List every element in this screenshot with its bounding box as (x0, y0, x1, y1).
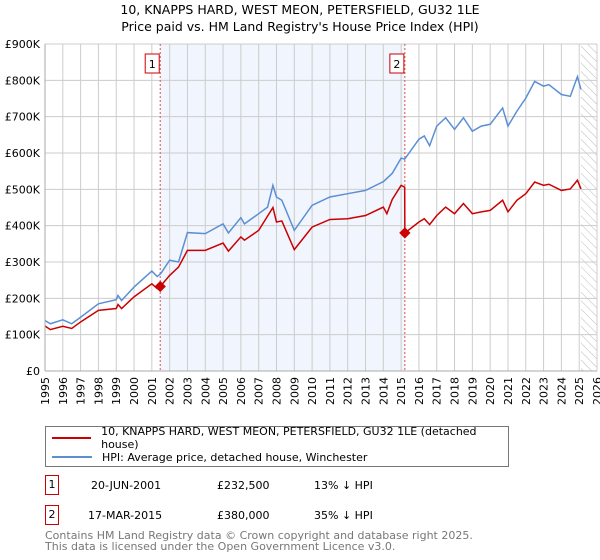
x-tick-label: 2010 (306, 377, 319, 405)
x-tick-label: 1998 (92, 377, 105, 405)
sale-number-badge: 2 (45, 505, 59, 525)
legend-label: 10, KNAPPS HARD, WEST MEON, PETERSFIELD,… (101, 425, 477, 451)
x-tick-label: 2000 (128, 377, 141, 405)
x-tick-label: 2013 (360, 377, 373, 405)
x-tick-label: 2011 (324, 377, 337, 405)
y-tick-label: £400K (5, 220, 41, 233)
x-tick-label: 2026 (591, 377, 600, 405)
future-hatch (580, 44, 597, 371)
sale-row: 2 17-MAR-2015 £380,000 35% ↓ HPI (45, 505, 545, 527)
x-tick-label: 2023 (538, 377, 551, 405)
x-tick-label: 2007 (253, 377, 266, 405)
legend-item-hpi: HPI: Average price, detached house, Winc… (52, 449, 367, 465)
x-tick-label: 2012 (342, 377, 355, 405)
y-tick-label: £0 (26, 365, 40, 378)
ownership-shade (160, 44, 405, 371)
hpi-line (44, 74, 582, 325)
y-tick-label: £300K (5, 256, 41, 269)
price-paid-line (44, 178, 582, 331)
x-tick-label: 2024 (555, 377, 568, 405)
plot-area: 1995 1996 1997 1998 1999 2000 2001 2002 2003 2004… (5, 38, 600, 405)
sale-number-badge: 1 (45, 475, 59, 495)
x-tick-label: 2017 (431, 377, 444, 405)
sale-label-number: 1 (149, 58, 156, 71)
sale-price: £380,000 (217, 509, 270, 522)
legend-swatch-blue (52, 456, 92, 458)
x-tick-label: 2018 (449, 377, 462, 405)
x-tick-label: 2002 (164, 377, 177, 405)
x-tick-label: 2021 (502, 377, 515, 405)
y-tick-label: £500K (5, 183, 41, 196)
x-tick-label: 2004 (199, 377, 212, 405)
y-tick-label: £800K (5, 74, 41, 87)
y-tick-label: £600K (5, 147, 41, 160)
x-tick-label: 2025 (573, 377, 586, 405)
x-tick-label: 2019 (466, 377, 479, 405)
legend: 10, KNAPPS HARD, WEST MEON, PETERSFIELD,… (45, 425, 509, 467)
sale-label-box (389, 53, 405, 74)
sale-hpi-diff: 13% ↓ HPI (314, 479, 373, 492)
x-tick-label: 2008 (270, 377, 283, 405)
sale-date: 20-JUN-2001 (91, 479, 162, 492)
x-tick-label: 2006 (235, 377, 248, 405)
x-tick-label: 2015 (395, 377, 408, 405)
y-tick-label: £700K (5, 111, 41, 124)
legend-swatch-red (52, 437, 92, 439)
x-tick-label: 2020 (484, 377, 497, 405)
chart-subtitle: Price paid vs. HM Land Registry's House … (121, 19, 479, 34)
x-tick-label: 2016 (413, 377, 426, 405)
sale-point (154, 280, 166, 293)
x-tick-label: 1996 (57, 377, 70, 405)
x-tick-label: 2014 (377, 377, 390, 405)
legend-item-price: 10, KNAPPS HARD, WEST MEON, PETERSFIELD,… (52, 425, 508, 451)
footer-line: Contains HM Land Registry data © Crown c… (45, 529, 473, 542)
x-tick-label: 1997 (75, 377, 88, 405)
footer-line: This data is licensed under the Open Gov… (45, 540, 396, 553)
sale-label-box (144, 53, 160, 74)
sale-point (399, 227, 411, 239)
sale-hpi-diff: 35% ↓ HPI (314, 509, 373, 522)
y-tick-label: £900K (5, 38, 41, 51)
footer-attribution: Contains HM Land Registry data © Crown c… (45, 530, 473, 552)
x-tick-label: 2005 (217, 377, 230, 405)
x-tick-label: 1995 (39, 377, 52, 405)
sale-price: £232,500 (217, 479, 270, 492)
sale-date: 17-MAR-2015 (88, 509, 163, 522)
y-tick-label: £100K (5, 329, 41, 342)
y-tick-label: £200K (5, 292, 41, 305)
x-tick-label: 1999 (110, 377, 123, 405)
x-tick-label: 2009 (288, 377, 301, 405)
chart-title: 10, KNAPPS HARD, WEST MEON, PETERSFIELD,… (120, 2, 480, 17)
sale-label-number: 2 (393, 58, 400, 71)
x-tick-label: 2001 (146, 377, 159, 405)
legend-label: HPI: Average price, detached house, Winc… (102, 450, 368, 464)
sale-row: 1 20-JUN-2001 £232,500 13% ↓ HPI (45, 475, 545, 497)
x-tick-label: 2003 (181, 377, 194, 405)
x-tick-label: 2022 (520, 377, 533, 405)
